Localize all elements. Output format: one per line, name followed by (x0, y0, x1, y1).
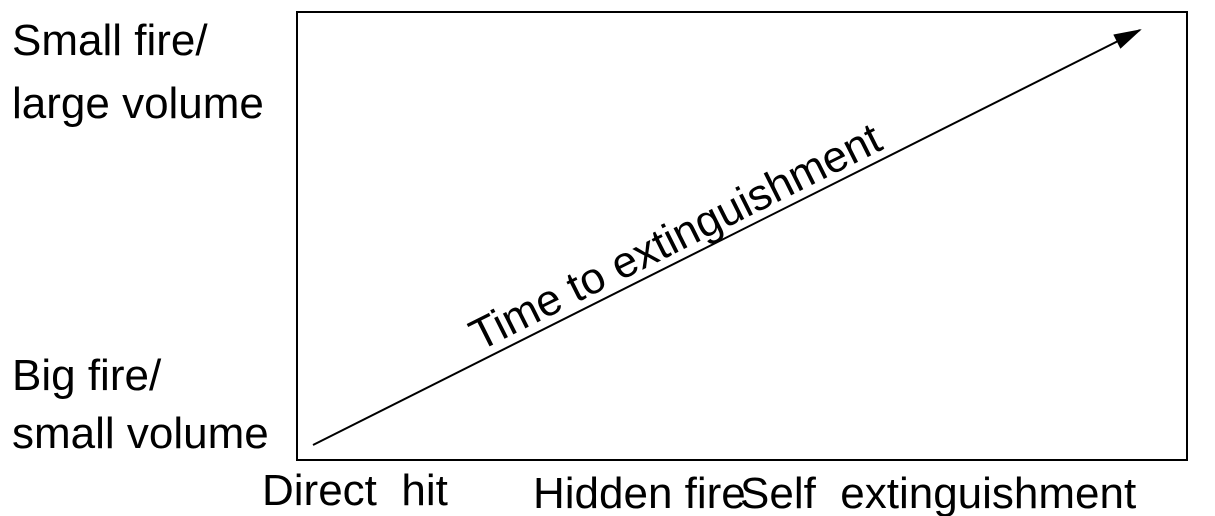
arrow (312, 29, 1142, 446)
bottom-label: Hidden fire (533, 469, 746, 516)
left-label: large volume (12, 79, 264, 128)
left-label: small volume (12, 409, 269, 458)
bottom-label: Direct hit (262, 466, 448, 515)
arrow-label: Time to extinguishment (462, 114, 889, 361)
left-label: Big fire/ (12, 351, 162, 400)
left-label: Small fire/ (12, 16, 208, 65)
frame (296, 11, 1188, 461)
bottom-label: Self extinguishment (740, 469, 1136, 516)
